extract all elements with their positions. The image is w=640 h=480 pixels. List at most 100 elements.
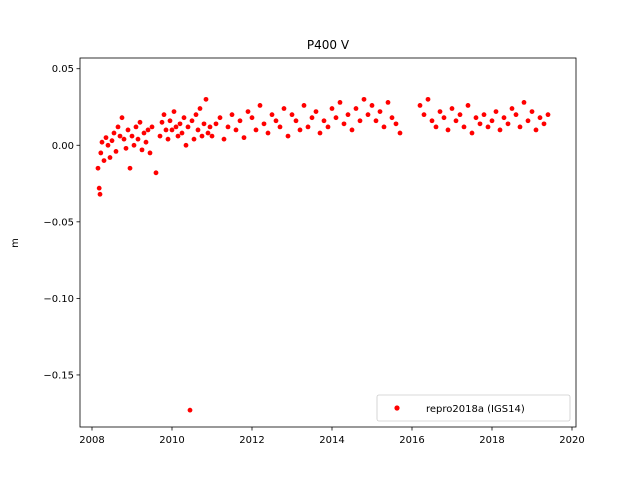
data-point xyxy=(167,118,173,124)
data-point xyxy=(353,106,359,111)
data-point xyxy=(325,124,331,130)
data-point xyxy=(163,127,169,133)
data-point xyxy=(139,147,145,153)
data-point xyxy=(505,121,511,127)
data-point xyxy=(337,100,343,105)
data-point xyxy=(425,96,431,102)
y-tick-label: 0.05 xyxy=(52,64,74,75)
data-point xyxy=(161,112,167,118)
data-point xyxy=(277,124,283,130)
data-point xyxy=(145,127,151,133)
data-point xyxy=(521,100,527,105)
data-point xyxy=(213,121,219,127)
data-point xyxy=(225,124,231,130)
data-point xyxy=(171,109,177,114)
data-point xyxy=(217,115,223,121)
data-point xyxy=(269,112,275,118)
data-point xyxy=(261,121,267,127)
data-point xyxy=(525,118,531,124)
data-point xyxy=(241,135,247,141)
data-point xyxy=(333,115,339,121)
data-point xyxy=(281,106,287,111)
data-point xyxy=(345,112,351,118)
data-point xyxy=(385,100,391,105)
data-point xyxy=(207,124,213,130)
data-point xyxy=(393,121,399,127)
data-point xyxy=(541,121,547,127)
y-tick-label: −0.15 xyxy=(43,370,74,381)
y-tick-label: 0.00 xyxy=(52,141,74,152)
data-point xyxy=(273,118,279,124)
legend-label: repro2018a (IGS14) xyxy=(426,404,525,415)
y-tick-label: −0.10 xyxy=(43,294,74,305)
data-point xyxy=(109,138,115,144)
data-point xyxy=(199,133,205,139)
data-point xyxy=(177,121,183,127)
data-point xyxy=(175,133,181,139)
data-point xyxy=(441,115,447,121)
data-point xyxy=(457,112,463,118)
legend-marker xyxy=(394,405,400,411)
legend-box xyxy=(376,394,571,422)
data-point xyxy=(397,130,403,136)
y-tick-label: −0.05 xyxy=(43,217,74,228)
data-point xyxy=(429,118,435,124)
data-point xyxy=(153,170,159,176)
data-point xyxy=(135,136,141,142)
data-point xyxy=(537,115,543,121)
x-tick-label: 2016 xyxy=(399,435,424,446)
data-point xyxy=(433,124,439,130)
data-point xyxy=(529,109,535,114)
data-point xyxy=(117,133,123,139)
data-point xyxy=(101,158,107,163)
data-point xyxy=(305,124,311,130)
data-point xyxy=(329,106,335,111)
data-point xyxy=(497,127,503,133)
data-point xyxy=(125,127,131,133)
data-point xyxy=(437,109,443,114)
data-point xyxy=(369,103,375,108)
data-point xyxy=(179,130,185,136)
data-point xyxy=(159,119,165,125)
data-point xyxy=(147,150,153,156)
data-point xyxy=(193,112,199,118)
data-point xyxy=(465,103,471,108)
data-point xyxy=(321,118,327,124)
data-point xyxy=(115,124,121,130)
data-point xyxy=(131,142,137,148)
data-point xyxy=(111,130,117,136)
data-point xyxy=(361,96,367,102)
x-tick-label: 2010 xyxy=(159,435,184,446)
data-point xyxy=(99,139,105,145)
data-point xyxy=(533,127,539,133)
data-point xyxy=(191,136,197,142)
data-point xyxy=(381,124,387,130)
data-point xyxy=(501,115,507,121)
data-point xyxy=(477,121,483,127)
data-point xyxy=(95,165,101,171)
data-point xyxy=(249,115,255,121)
data-point xyxy=(389,115,395,121)
data-point xyxy=(245,109,251,114)
data-point xyxy=(373,118,379,124)
data-point xyxy=(173,124,179,130)
data-point xyxy=(313,109,319,114)
data-point xyxy=(421,112,427,118)
data-point xyxy=(197,106,203,111)
data-point xyxy=(489,118,495,124)
y-axis-label: m xyxy=(10,238,21,248)
legend: repro2018a (IGS14) xyxy=(376,394,571,422)
data-point xyxy=(357,118,363,124)
data-point xyxy=(285,133,291,139)
data-point xyxy=(453,118,459,124)
data-point xyxy=(445,127,451,133)
data-point xyxy=(469,130,475,136)
data-point xyxy=(203,96,209,102)
data-point xyxy=(119,115,125,121)
data-point xyxy=(517,124,523,130)
data-point xyxy=(189,118,195,124)
data-point xyxy=(293,118,299,124)
data-point xyxy=(317,130,323,136)
